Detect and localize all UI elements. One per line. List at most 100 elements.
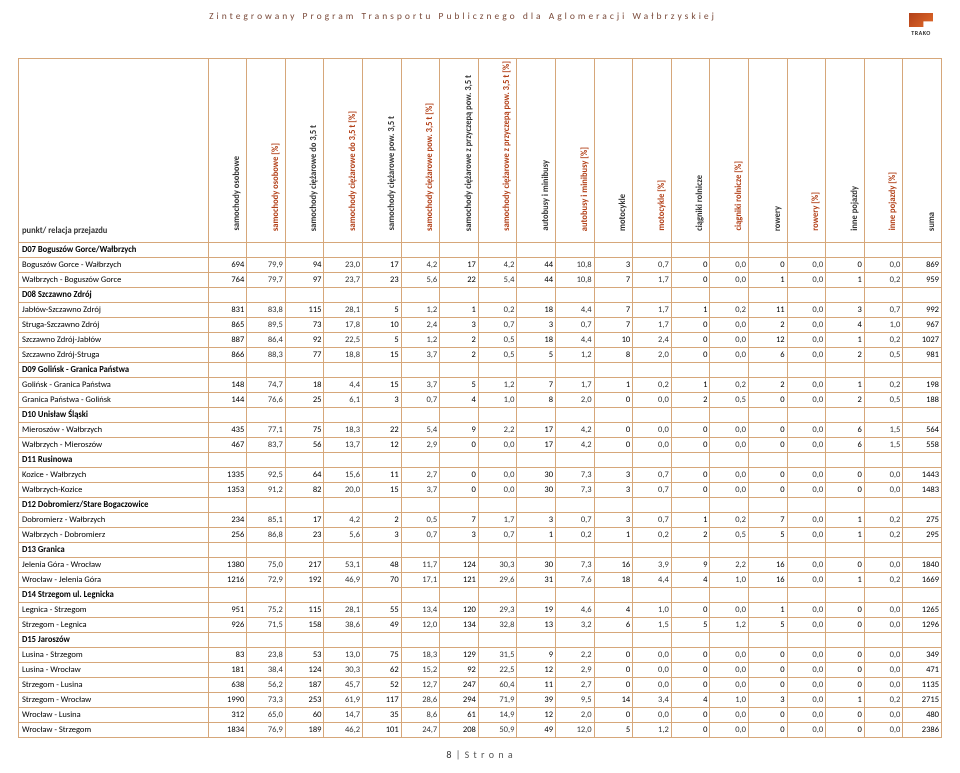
empty-cell <box>748 587 787 602</box>
empty-cell <box>864 287 903 302</box>
doc-header: Zintegrowany Program Transportu Publiczn… <box>18 10 942 40</box>
data-cell: 124 <box>285 662 324 677</box>
logo-text: TRAKO <box>911 29 931 37</box>
data-cell: 1135 <box>903 677 942 692</box>
data-cell: 0,0 <box>864 662 903 677</box>
data-cell: 10 <box>594 332 633 347</box>
data-cell: 0,0 <box>710 677 749 692</box>
data-cell: 1 <box>440 302 479 317</box>
empty-cell <box>247 452 286 467</box>
data-cell: 3 <box>363 527 402 542</box>
data-cell: 5,4 <box>401 422 440 437</box>
column-header-label: samochody ciężarowe z przyczepą pow. 3,5… <box>462 73 476 233</box>
row-label: Golińsk - Granica Państwa <box>19 377 209 392</box>
empty-cell <box>748 452 787 467</box>
empty-cell <box>208 287 247 302</box>
data-cell: 0 <box>748 647 787 662</box>
empty-cell <box>787 287 826 302</box>
row-label: Mieroszów - Wałbrzych <box>19 422 209 437</box>
data-cell: 959 <box>903 272 942 287</box>
data-cell: 115 <box>285 302 324 317</box>
data-cell: 0 <box>671 662 710 677</box>
empty-cell <box>401 362 440 377</box>
column-header: samochody osobowe [%] <box>247 59 286 243</box>
data-cell: 0,7 <box>633 257 672 272</box>
data-cell: 23,8 <box>247 647 286 662</box>
data-cell: 46,9 <box>324 572 363 587</box>
data-cell: 6 <box>748 347 787 362</box>
empty-cell <box>363 587 402 602</box>
data-cell: 1,7 <box>478 512 517 527</box>
data-cell: 1 <box>826 272 865 287</box>
data-cell: 3,7 <box>401 377 440 392</box>
data-cell: 0,0 <box>787 512 826 527</box>
data-cell: 117 <box>363 692 402 707</box>
data-cell: 2 <box>671 392 710 407</box>
data-cell: 3 <box>440 527 479 542</box>
data-cell: 0,2 <box>710 377 749 392</box>
data-cell: 17,1 <box>401 572 440 587</box>
data-cell: 0 <box>748 467 787 482</box>
data-cell: 71,9 <box>478 692 517 707</box>
data-cell: 0 <box>671 257 710 272</box>
data-cell: 0,0 <box>710 647 749 662</box>
empty-cell <box>440 287 479 302</box>
data-cell: 1483 <box>903 482 942 497</box>
data-cell: 0 <box>671 437 710 452</box>
data-cell: 5,6 <box>324 527 363 542</box>
data-cell: 1,2 <box>556 347 595 362</box>
data-cell: 56,2 <box>247 677 286 692</box>
data-cell: 1 <box>826 377 865 392</box>
data-cell: 0 <box>826 617 865 632</box>
row-label: Wrocław - Lusina <box>19 707 209 722</box>
data-cell: 17 <box>363 257 402 272</box>
data-cell: 2715 <box>903 692 942 707</box>
data-cell: 4,6 <box>556 602 595 617</box>
data-cell: 349 <box>903 647 942 662</box>
row-label: Wałbrzych - Boguszów Gorce <box>19 272 209 287</box>
empty-cell <box>478 542 517 557</box>
empty-cell <box>903 497 942 512</box>
data-cell: 1,2 <box>633 722 672 737</box>
data-cell: 52 <box>363 677 402 692</box>
column-header-label: ciągniki rolnicze <box>693 173 707 233</box>
section-label: D07 Boguszów Gorce/Wałbrzych <box>19 242 209 257</box>
data-cell: 869 <box>903 257 942 272</box>
empty-cell <box>517 287 556 302</box>
empty-cell <box>440 242 479 257</box>
data-cell: 2 <box>748 317 787 332</box>
data-cell: 2,7 <box>401 467 440 482</box>
data-cell: 0 <box>671 677 710 692</box>
data-cell: 831 <box>208 302 247 317</box>
empty-cell <box>556 407 595 422</box>
data-cell: 0,0 <box>787 377 826 392</box>
table-row: Struga-Szczawno Zdrój86589,57317,8102,43… <box>19 317 942 332</box>
data-cell: 0,0 <box>787 677 826 692</box>
data-cell: 0,0 <box>710 482 749 497</box>
table-row: Lusina - Strzegom8323,85313,07518,312931… <box>19 647 942 662</box>
table-row: Wrocław - Lusina31265,06014,7358,66114,9… <box>19 707 942 722</box>
section-row: D15 Jaroszów <box>19 632 942 647</box>
data-cell: 12,7 <box>401 677 440 692</box>
empty-cell <box>285 497 324 512</box>
data-cell: 0,2 <box>710 512 749 527</box>
data-cell: 0,2 <box>710 302 749 317</box>
empty-cell <box>903 542 942 557</box>
section-row: D08 Szczawno Zdrój <box>19 287 942 302</box>
section-label: D12 Dobromierz/Stare Bogaczowice <box>19 497 209 512</box>
data-cell: 121 <box>440 572 479 587</box>
empty-cell <box>363 452 402 467</box>
empty-cell <box>787 407 826 422</box>
empty-cell <box>633 497 672 512</box>
data-cell: 564 <box>903 422 942 437</box>
data-cell: 1 <box>594 377 633 392</box>
data-cell: 1,5 <box>864 437 903 452</box>
empty-cell <box>324 542 363 557</box>
data-cell: 16 <box>748 572 787 587</box>
data-cell: 0,0 <box>787 557 826 572</box>
data-cell: 0,0 <box>787 617 826 632</box>
column-header-label: samochody ciężarowe do 3,5 t [%] <box>346 109 360 233</box>
empty-cell <box>671 452 710 467</box>
table-row: Kozice - Wałbrzych133592,56415,6112,700,… <box>19 467 942 482</box>
empty-cell <box>517 542 556 557</box>
